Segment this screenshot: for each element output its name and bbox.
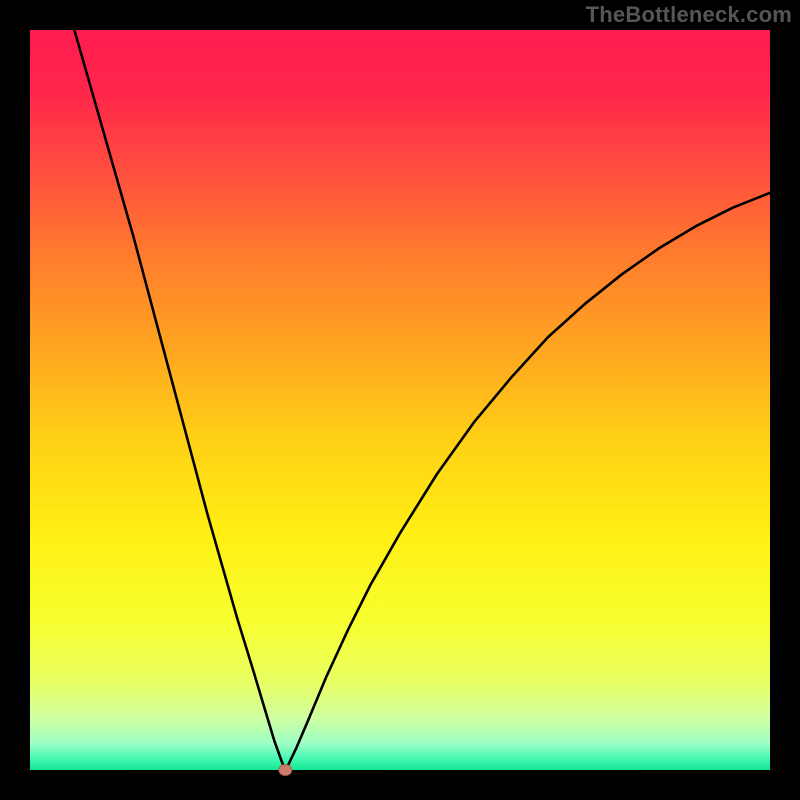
minimum-marker	[279, 765, 292, 776]
chart-stage: { "watermark": { "text": "TheBottleneck.…	[0, 0, 800, 800]
chart-gradient-background	[30, 30, 770, 770]
bottleneck-chart	[0, 0, 800, 800]
watermark-text: TheBottleneck.com	[586, 2, 792, 28]
